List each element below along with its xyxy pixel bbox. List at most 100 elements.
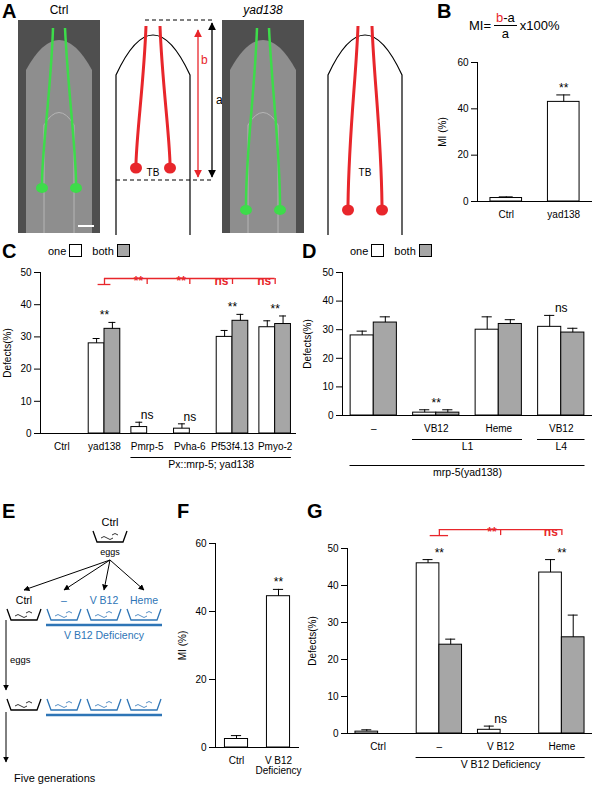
svg-text:–: –: [61, 594, 67, 606]
svg-text:MI (%): MI (%): [177, 631, 188, 660]
html-text:x100%: x100%: [519, 18, 560, 33]
svg-text:30: 30: [322, 324, 334, 335]
svg-text:**: **: [432, 396, 442, 410]
svg-text:TB: TB: [359, 167, 372, 178]
svg-text:L4: L4: [555, 440, 567, 452]
svg-text:50: 50: [322, 267, 334, 278]
svg-text:mrp-5(yad138): mrp-5(yad138): [433, 466, 502, 478]
html-text:B: B: [437, 0, 452, 22]
html-text:MI=: MI=: [469, 18, 491, 33]
svg-text:60: 60: [195, 538, 207, 549]
svg-text:**: **: [435, 546, 445, 560]
svg-text:40: 40: [457, 103, 469, 114]
html-text:both: both: [92, 244, 114, 257]
svg-text:eggs: eggs: [100, 547, 120, 557]
svg-text:**: **: [487, 525, 497, 539]
svg-text:Five generations: Five generations: [14, 772, 96, 784]
html-text:D: D: [302, 240, 317, 262]
svg-text:60: 60: [457, 57, 469, 68]
svg-text:Ctrl: Ctrl: [229, 755, 245, 766]
svg-text:L1: L1: [462, 440, 474, 452]
html-text:one: one: [350, 244, 369, 257]
svg-text:VB12: VB12: [424, 423, 449, 434]
html-text:b -a: b -a: [496, 10, 515, 25]
svg-text:Heme: Heme: [130, 594, 158, 606]
html-text:A: A: [2, 0, 17, 22]
svg-text:eggs: eggs: [10, 654, 31, 665]
svg-text:yad138: yad138: [88, 441, 121, 452]
svg-text:40: 40: [195, 606, 207, 617]
svg-text:40: 40: [322, 295, 334, 306]
svg-text:**: **: [559, 81, 569, 95]
svg-text:50: 50: [327, 543, 339, 554]
svg-text:20: 20: [195, 674, 207, 685]
svg-text:Defects(%): Defects(%): [307, 616, 318, 665]
svg-text:0: 0: [333, 728, 339, 739]
svg-text:ns: ns: [257, 274, 271, 288]
svg-text:Defects(%): Defects(%): [302, 319, 313, 368]
svg-text:10: 10: [20, 396, 32, 407]
svg-text:**: **: [228, 300, 238, 314]
svg-text:yad138: yad138: [242, 3, 283, 17]
svg-text:0: 0: [26, 428, 32, 439]
svg-text:**: **: [100, 308, 110, 322]
svg-text:Ctrl: Ctrl: [50, 3, 69, 17]
svg-text:ns: ns: [214, 274, 228, 288]
svg-text:Pmyo-2: Pmyo-2: [258, 441, 293, 452]
svg-text:Ctrl: Ctrl: [498, 209, 514, 220]
svg-text:V B12: V B12: [487, 741, 515, 752]
svg-text:Pmrp-5: Pmrp-5: [131, 441, 164, 452]
svg-text:ns: ns: [141, 408, 154, 422]
svg-text:Heme: Heme: [549, 741, 576, 752]
html-text:E: E: [2, 500, 16, 522]
svg-text:10: 10: [322, 381, 334, 392]
svg-text:Heme: Heme: [485, 423, 512, 434]
svg-text:ns: ns: [544, 525, 558, 539]
html-text:one: one: [48, 244, 67, 257]
svg-text:20: 20: [327, 654, 339, 665]
svg-text:0: 0: [328, 410, 334, 421]
svg-text:Pvha-6: Pvha-6: [174, 441, 206, 452]
svg-text:ns: ns: [494, 712, 507, 726]
svg-text:V B12: V B12: [90, 594, 119, 606]
svg-text:**: **: [557, 546, 567, 560]
svg-text:ns: ns: [555, 301, 568, 315]
svg-text:yad138: yad138: [547, 209, 580, 220]
svg-text:**: **: [134, 274, 144, 288]
svg-text:VB12: VB12: [549, 423, 574, 434]
svg-text:–: –: [437, 741, 443, 752]
svg-text:**: **: [176, 274, 186, 288]
svg-text:40: 40: [20, 299, 32, 310]
svg-text:20: 20: [457, 149, 469, 160]
svg-text:30: 30: [20, 331, 32, 342]
svg-text:**: **: [274, 575, 284, 589]
svg-text:Ctrl: Ctrl: [54, 441, 70, 452]
svg-text:a: a: [216, 93, 223, 107]
svg-text:**: **: [270, 302, 280, 316]
svg-text:50: 50: [20, 267, 32, 278]
svg-text:MI (%): MI (%): [437, 117, 448, 146]
svg-text:20: 20: [20, 363, 32, 374]
svg-text:Ctrl: Ctrl: [370, 741, 386, 752]
svg-text:V B12 Deficiency: V B12 Deficiency: [461, 758, 542, 770]
html-text:both: both: [394, 244, 416, 257]
html-text:C: C: [2, 240, 17, 262]
svg-text:V B12 Deficiency: V B12 Deficiency: [64, 629, 145, 641]
svg-text:Defects(%): Defects(%): [2, 328, 13, 377]
svg-text:10: 10: [327, 691, 339, 702]
svg-text:Pf53f4.13: Pf53f4.13: [211, 441, 254, 452]
svg-text:40: 40: [327, 580, 339, 591]
svg-text:b: b: [201, 53, 208, 67]
svg-text:30: 30: [327, 617, 339, 628]
svg-text:ns: ns: [183, 410, 196, 424]
svg-text:20: 20: [322, 353, 334, 364]
svg-text:V B12Deficiency: V B12Deficiency: [255, 755, 301, 776]
svg-text:Px::mrp-5; yad138: Px::mrp-5; yad138: [168, 458, 254, 470]
html-text:G: G: [307, 500, 323, 522]
svg-text:Ctrl: Ctrl: [16, 594, 32, 606]
svg-text:TB: TB: [147, 167, 160, 178]
svg-text:–: –: [371, 423, 377, 434]
svg-text:0: 0: [463, 196, 469, 207]
svg-text:Ctrl: Ctrl: [101, 516, 118, 528]
svg-text:0: 0: [201, 742, 207, 753]
